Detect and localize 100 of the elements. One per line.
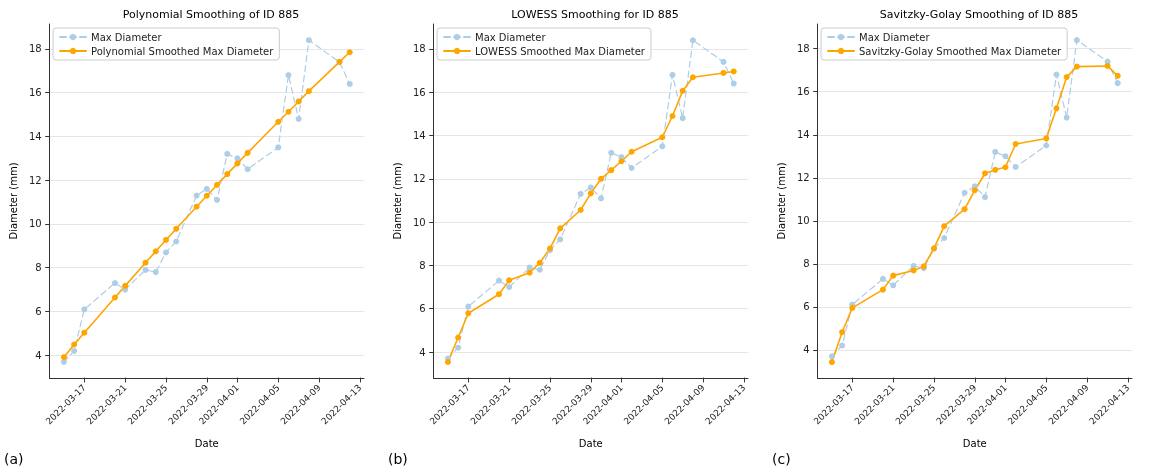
point [828, 353, 835, 360]
y-tick-label: 18 [796, 43, 810, 55]
point [346, 80, 353, 87]
point [628, 148, 635, 155]
y-tick-label: 10 [28, 218, 42, 230]
y-tick-label: 4 [35, 349, 42, 361]
x-axis-title: Date [962, 437, 987, 449]
y-tick-label: 14 [796, 129, 810, 141]
y-tick-label: 8 [803, 258, 810, 270]
point [224, 150, 231, 157]
text: (b) [388, 451, 408, 467]
point [152, 248, 159, 255]
y-tick-label: 18 [28, 43, 42, 55]
point [60, 354, 67, 361]
point [465, 310, 472, 317]
point [839, 342, 846, 349]
legend-label: Savitzky-Golay Smoothed Max Diameter [859, 45, 1063, 57]
point [577, 190, 584, 197]
point [941, 223, 948, 230]
point [608, 167, 615, 174]
point [162, 236, 169, 243]
point [1053, 71, 1060, 78]
legend-label: Max Diameter [859, 31, 931, 43]
point [659, 134, 666, 141]
y-tick-label: 4 [803, 344, 810, 356]
point [1063, 74, 1070, 81]
point [608, 149, 615, 156]
point [659, 143, 666, 150]
point [679, 115, 686, 122]
point [495, 277, 502, 284]
point [839, 329, 846, 336]
point [577, 206, 584, 213]
point [506, 277, 513, 284]
point [1002, 164, 1009, 171]
point [244, 166, 251, 173]
legend-label: Max Diameter [91, 31, 163, 43]
point [234, 155, 241, 162]
y-tick-label: 6 [803, 301, 810, 313]
point [669, 71, 676, 78]
point [203, 192, 210, 199]
point [828, 359, 835, 366]
point [598, 195, 605, 202]
point [71, 347, 78, 354]
point [1012, 141, 1019, 148]
point [890, 282, 897, 289]
point [992, 166, 999, 173]
point [173, 238, 180, 245]
point [536, 266, 543, 273]
point [587, 184, 594, 191]
point [455, 334, 462, 341]
point [173, 225, 180, 232]
point [142, 266, 149, 273]
chart-title: LOWESS Smoothing for ID 885 [511, 8, 679, 21]
point [1114, 80, 1121, 87]
point [992, 148, 999, 155]
point [598, 175, 605, 182]
text: (c) [772, 451, 791, 467]
point [111, 294, 118, 301]
legend-label: LOWESS Smoothed Max Diameter [475, 45, 646, 57]
point [81, 329, 88, 336]
point [689, 74, 696, 81]
y-axis-title: Diameter (mm) [7, 162, 19, 240]
point [193, 203, 200, 210]
legend-label: Max Diameter [475, 31, 547, 43]
point [941, 234, 948, 241]
point [224, 171, 231, 178]
point [295, 98, 302, 105]
y-tick-label: 12 [28, 174, 42, 186]
point [1043, 135, 1050, 142]
point [295, 115, 302, 122]
point [111, 280, 118, 287]
point [455, 344, 462, 351]
point [152, 269, 159, 276]
point [275, 118, 282, 125]
point [1073, 63, 1080, 70]
point [890, 272, 897, 279]
y-axis-title: Diameter (mm) [391, 162, 403, 240]
point [203, 185, 210, 192]
text: (a) [4, 451, 24, 467]
point [982, 170, 989, 177]
point [618, 158, 625, 165]
point [305, 88, 312, 95]
point [689, 37, 696, 44]
point [587, 190, 594, 197]
legend-label: Polynomial Smoothed Max Diameter [91, 45, 275, 57]
y-tick-label: 16 [412, 86, 426, 98]
point [285, 72, 292, 79]
point [1114, 72, 1121, 79]
point [346, 49, 353, 56]
point [971, 187, 978, 194]
point [1043, 142, 1050, 149]
y-tick-label: 8 [35, 262, 42, 274]
point [244, 149, 251, 156]
point [1073, 37, 1080, 44]
point [879, 275, 886, 282]
point [285, 108, 292, 115]
point [526, 269, 533, 276]
point [214, 181, 221, 188]
chart-title: Savitzky-Golay Smoothing of ID 885 [879, 8, 1079, 21]
point [910, 267, 917, 274]
